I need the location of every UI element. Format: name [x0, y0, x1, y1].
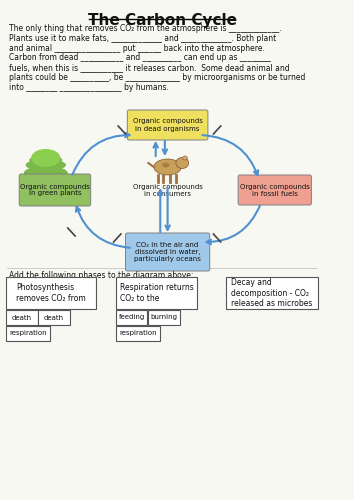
FancyBboxPatch shape	[127, 110, 208, 140]
FancyBboxPatch shape	[6, 310, 38, 325]
Text: plants could be __________, be ______________ by microorganisms or be turned: plants could be __________, be _________…	[9, 73, 306, 82]
Ellipse shape	[183, 156, 187, 160]
Text: Carbon from dead ___________ and __________ can end up as ________: Carbon from dead ___________ and _______…	[9, 53, 271, 62]
Text: Organic compounds
in dead organisms: Organic compounds in dead organisms	[133, 118, 202, 132]
Ellipse shape	[154, 159, 181, 175]
Text: Organic compounds
in green plants: Organic compounds in green plants	[20, 184, 90, 196]
FancyBboxPatch shape	[116, 326, 160, 341]
FancyBboxPatch shape	[148, 310, 179, 325]
Text: Organic compounds
in consumers: Organic compounds in consumers	[133, 184, 202, 197]
FancyBboxPatch shape	[226, 277, 318, 309]
Text: fuels, when this is ___________ it releases carbon.  Some dead animal and: fuels, when this is ___________ it relea…	[9, 63, 290, 72]
FancyBboxPatch shape	[39, 310, 70, 325]
Text: Decay and
decomposition - CO₂
released as microbes: Decay and decomposition - CO₂ released a…	[231, 278, 313, 308]
Ellipse shape	[25, 159, 66, 171]
Text: death: death	[12, 314, 32, 320]
Text: into ________ ________________ by humans.: into ________ ________________ by humans…	[9, 83, 169, 92]
Text: The only thing that removes CO₂ from the atmosphere is _____________.: The only thing that removes CO₂ from the…	[9, 24, 282, 33]
Text: CO₂ in the air and
dissolved in water,
particularly oceans: CO₂ in the air and dissolved in water, p…	[134, 242, 201, 262]
Text: Add the following phases to the diagram above:: Add the following phases to the diagram …	[9, 271, 194, 280]
Text: death: death	[44, 314, 64, 320]
Text: respiration: respiration	[10, 330, 47, 336]
FancyBboxPatch shape	[116, 277, 197, 309]
Text: Plants use it to make fats, _____________ and _____________. Both plant: Plants use it to make fats, ____________…	[9, 34, 276, 43]
Ellipse shape	[28, 175, 64, 189]
Text: feeding: feeding	[119, 314, 145, 320]
Ellipse shape	[176, 158, 189, 168]
FancyBboxPatch shape	[116, 310, 148, 325]
Ellipse shape	[29, 155, 62, 165]
Ellipse shape	[31, 149, 61, 167]
FancyBboxPatch shape	[238, 175, 312, 205]
Text: Photosynthesis
removes CO₂ from: Photosynthesis removes CO₂ from	[16, 284, 86, 302]
FancyBboxPatch shape	[6, 277, 96, 309]
Text: Respiration returns
CO₂ to the: Respiration returns CO₂ to the	[120, 284, 194, 302]
Text: Organic compounds
in fossil fuels: Organic compounds in fossil fuels	[240, 184, 310, 196]
Text: and animal _________________ put ______ back into the atmosphere.: and animal _________________ put ______ …	[9, 44, 265, 53]
Text: burning: burning	[150, 314, 177, 320]
Ellipse shape	[24, 166, 68, 180]
Polygon shape	[43, 192, 48, 200]
FancyBboxPatch shape	[6, 326, 50, 341]
FancyBboxPatch shape	[19, 174, 91, 206]
FancyBboxPatch shape	[125, 233, 210, 271]
Text: respiration: respiration	[120, 330, 157, 336]
Ellipse shape	[162, 162, 170, 168]
Text: The Carbon Cycle: The Carbon Cycle	[87, 13, 236, 28]
